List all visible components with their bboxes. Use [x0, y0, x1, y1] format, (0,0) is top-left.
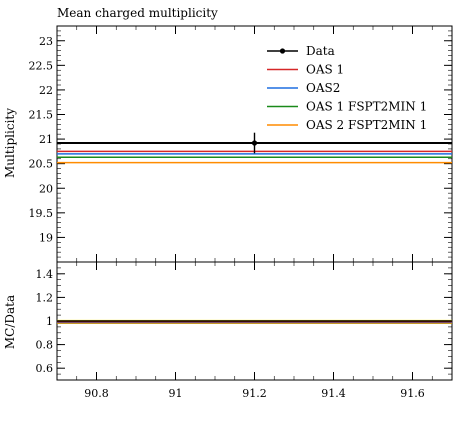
ratio-y-tick-label: 0.8	[36, 339, 54, 352]
legend-label-4: OAS 2 FSPT2MIN 1	[306, 118, 427, 132]
main-y-tick-label: 22.5	[29, 59, 54, 72]
legend-marker-data	[279, 48, 286, 54]
ratio-y-tick-label: 1.4	[36, 268, 54, 281]
main-y-axis-label: Multiplicity	[3, 108, 17, 178]
data-point	[251, 140, 258, 146]
legend-label-0: Data	[306, 44, 335, 58]
x-tick-label: 91.4	[321, 387, 346, 400]
legend-label-3: OAS 1 FSPT2MIN 1	[306, 100, 427, 114]
main-y-tick-label: 21	[39, 133, 53, 146]
ratio-y-tick-label: 0.6	[36, 362, 54, 375]
main-y-tick-label: 20	[39, 182, 53, 195]
ratio-y-tick-label: 1	[46, 315, 53, 328]
x-tick-label: 91	[169, 387, 183, 400]
main-y-tick-label: 19	[39, 231, 53, 244]
main-y-tick-label: 20.5	[29, 158, 54, 171]
chart-title: Mean charged multiplicity	[57, 6, 218, 20]
ratio-y-axis-label: MC/Data	[3, 295, 17, 349]
x-tick-label: 91.2	[242, 387, 267, 400]
main-y-tick-label: 21.5	[29, 109, 54, 122]
main-y-tick-label: 23	[39, 35, 53, 48]
main-plot: 19 19.5 20 20.5 21 21.5 22 22.5 23 Data OAS 1 OAS2 O…	[29, 25, 453, 263]
legend-label-1: OAS 1	[306, 63, 344, 77]
ratio-y-tick-label: 1.2	[36, 291, 54, 304]
x-tick-label: 90.8	[84, 387, 109, 400]
main-y-tick-label: 19.5	[29, 207, 54, 220]
x-tick-label: 91.6	[400, 387, 425, 400]
ratio-plot: 0.6 0.8 1 1.2 1.4 90.8 91 91.2 91.4 91.6	[36, 261, 453, 400]
main-y-tick-label: 22	[39, 84, 53, 97]
legend-label-2: OAS2	[306, 81, 340, 95]
